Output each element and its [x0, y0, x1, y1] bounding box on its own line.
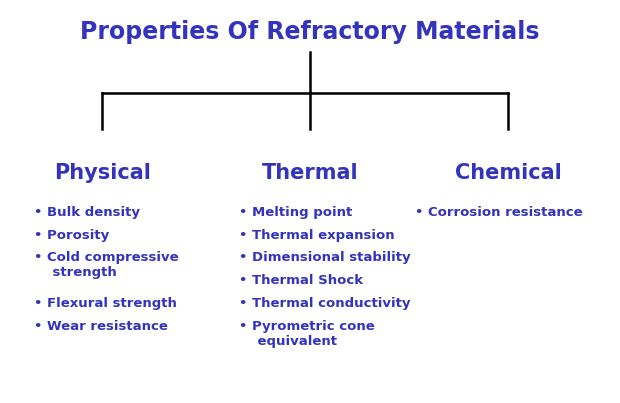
Text: Physical: Physical — [54, 163, 151, 183]
Text: • Thermal expansion: • Thermal expansion — [239, 229, 394, 241]
Text: • Thermal conductivity: • Thermal conductivity — [239, 297, 410, 310]
Text: • Pyrometric cone
    equivalent: • Pyrometric cone equivalent — [239, 320, 374, 348]
Text: • Flexural strength: • Flexural strength — [34, 297, 177, 310]
Text: • Wear resistance: • Wear resistance — [34, 320, 168, 333]
Text: Thermal: Thermal — [262, 163, 358, 183]
Text: • Cold compressive
    strength: • Cold compressive strength — [34, 251, 179, 279]
Text: • Porosity: • Porosity — [34, 229, 109, 241]
Text: • Thermal Shock: • Thermal Shock — [239, 274, 363, 287]
Text: • Corrosion resistance: • Corrosion resistance — [415, 206, 583, 218]
Text: • Bulk density: • Bulk density — [34, 206, 140, 218]
Text: Properties Of Refractory Materials: Properties Of Refractory Materials — [80, 20, 540, 44]
Text: Chemical: Chemical — [455, 163, 562, 183]
Text: • Melting point: • Melting point — [239, 206, 352, 218]
Text: • Dimensional stability: • Dimensional stability — [239, 251, 410, 264]
